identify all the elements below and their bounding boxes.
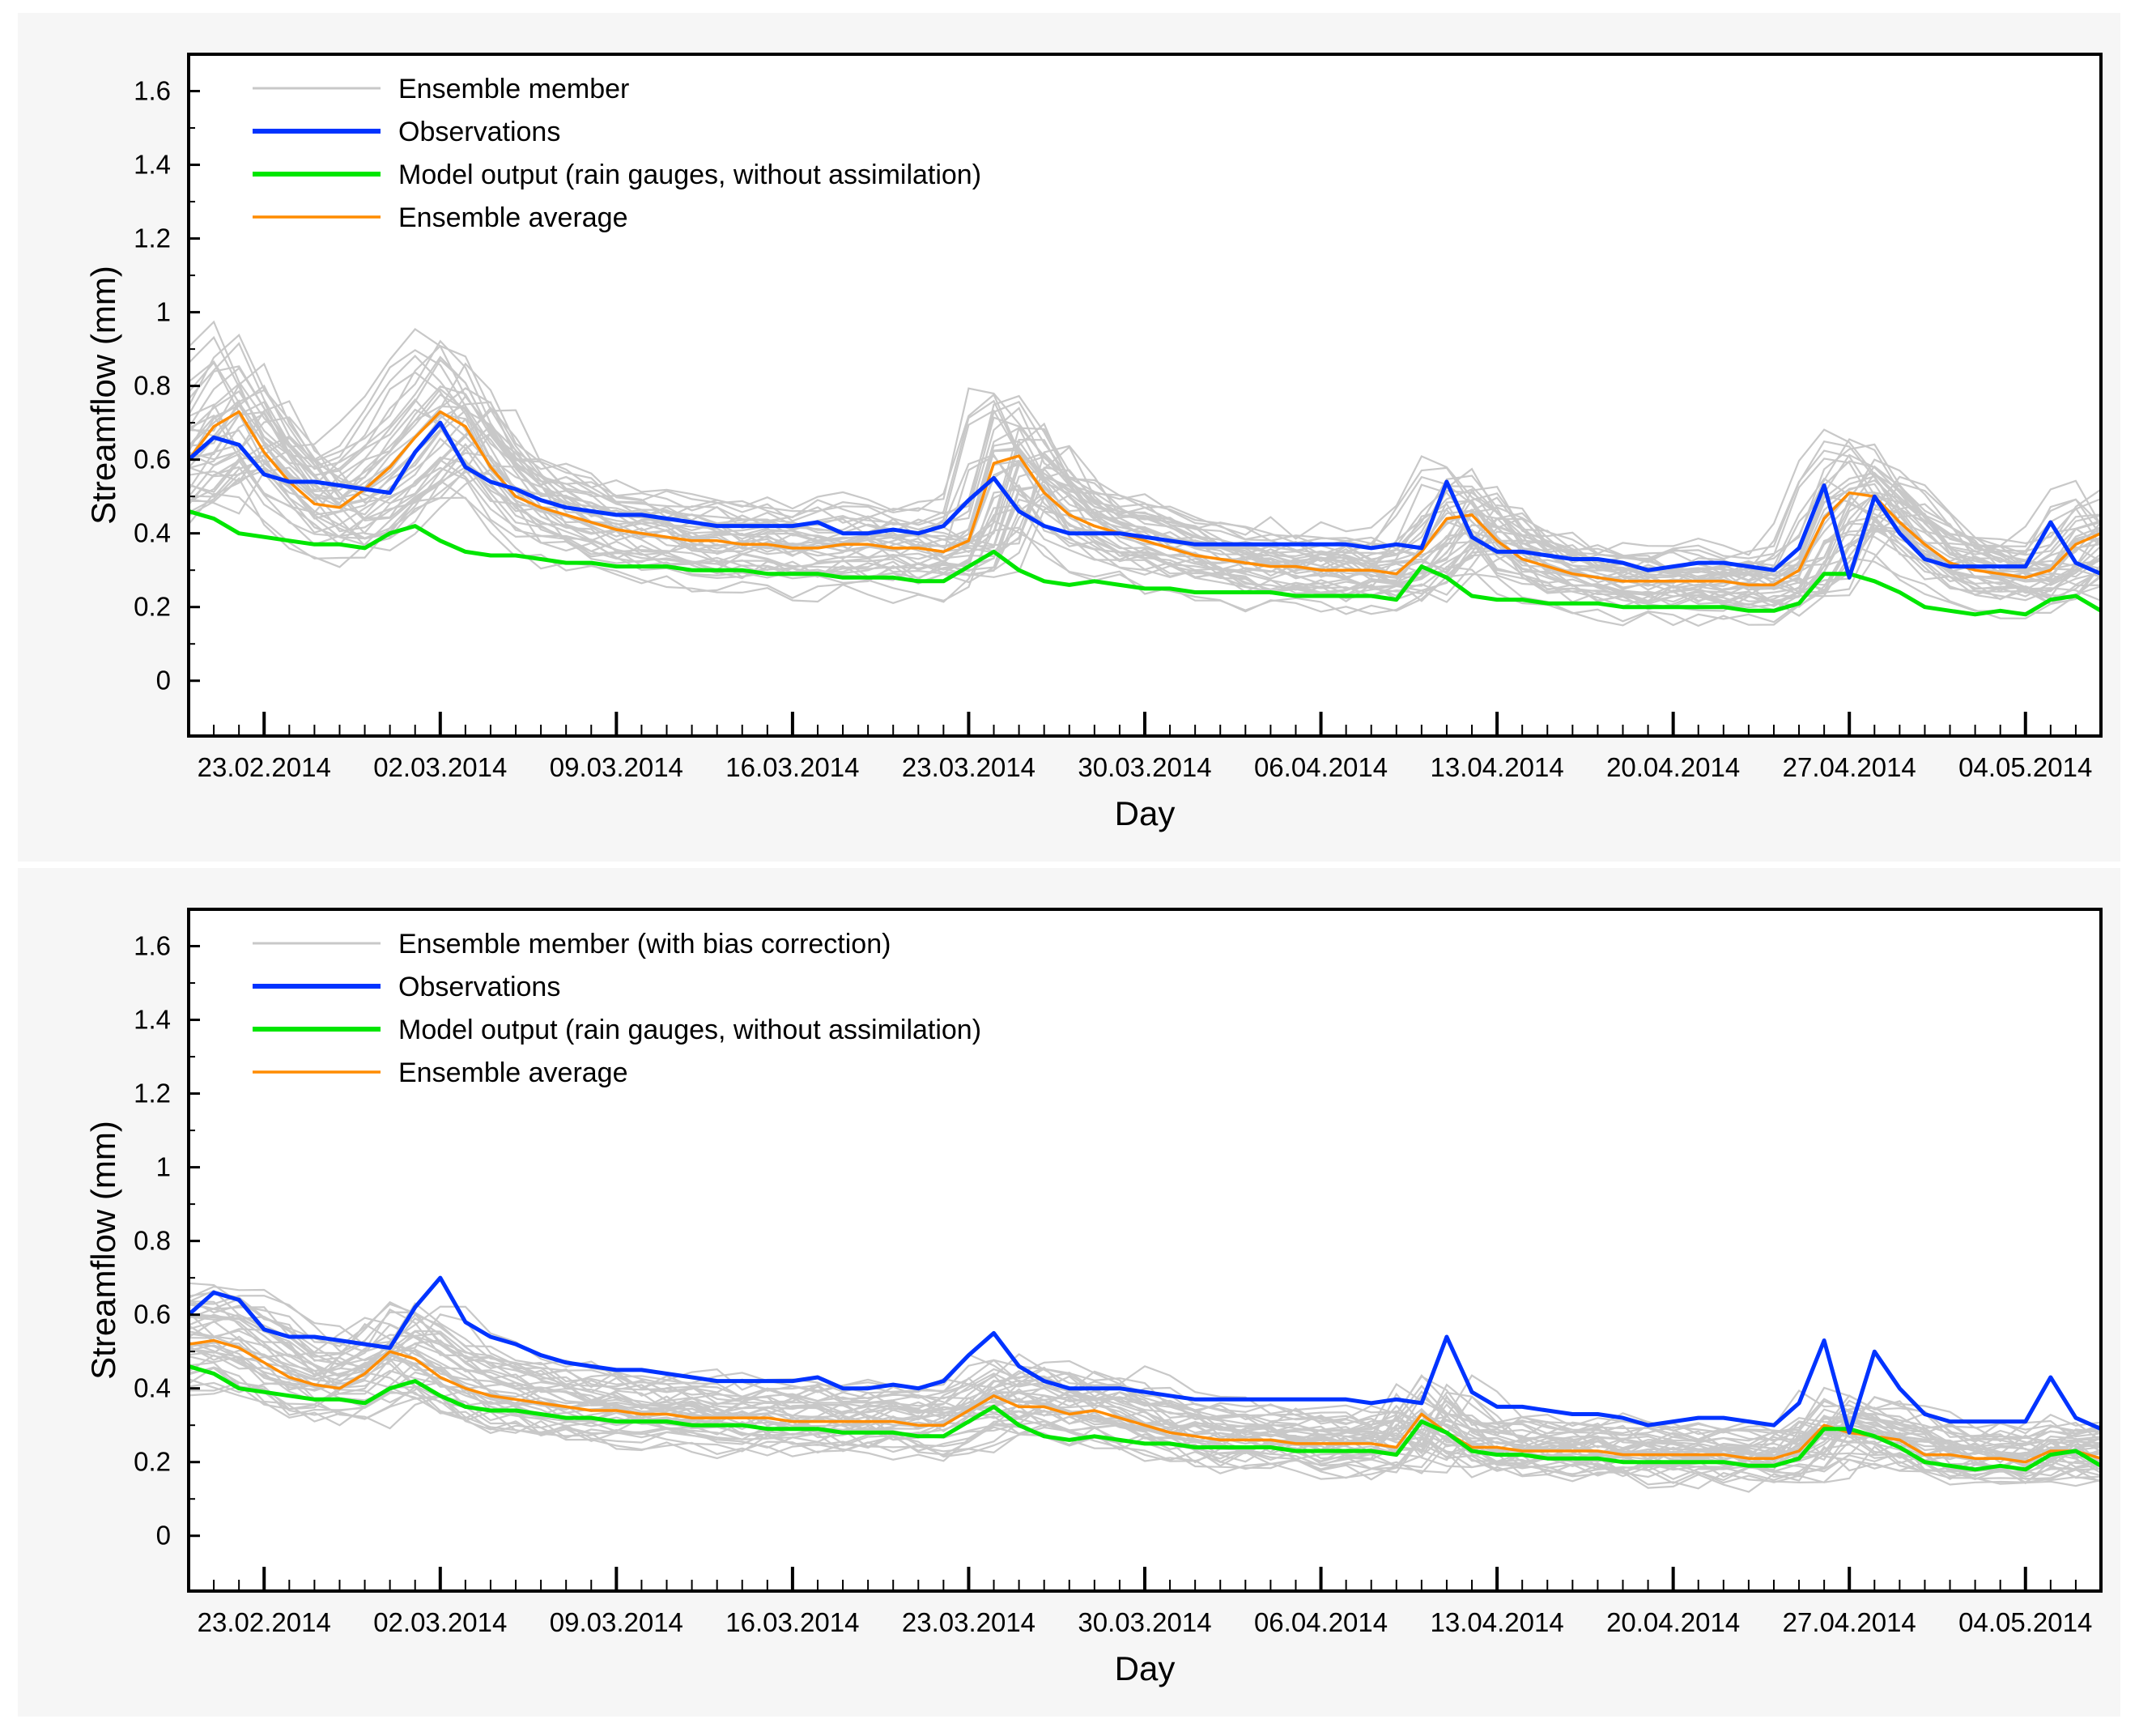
- x-axis-title: Day: [1115, 794, 1176, 832]
- x-tick-label: 16.03.2014: [725, 1607, 859, 1637]
- legend-label-average: Ensemble average: [398, 202, 628, 233]
- bottom-chart-panel: 0 0.2 0.4 0.6 0.8 1 1.2 1.4 1.6 23.02.2014 02.03.2…: [18, 868, 2120, 1717]
- plot-area: [189, 909, 2101, 1591]
- ensemble-member-line: [189, 1289, 2101, 1447]
- x-tick-label: 30.03.2014: [1078, 752, 1211, 782]
- y-tick-label: 1.4: [134, 150, 171, 180]
- top-chart-panel: 0 0.2 0.4 0.6 0.8 1 1.2 1.4 1.6 23.02.2014 02.03.2…: [18, 13, 2120, 862]
- x-tick-label: 23.03.2014: [902, 1607, 1035, 1637]
- x-axis-title: Day: [1115, 1649, 1176, 1687]
- bottom-chart: 0 0.2 0.4 0.6 0.8 1 1.2 1.4 1.6 23.02.2014 02.03.2…: [84, 908, 2103, 1687]
- legend: Ensemble member Observations Model output …: [253, 74, 981, 233]
- y-tick-label: 1.6: [134, 76, 171, 106]
- ensemble-member-line: [189, 1381, 2101, 1480]
- legend-label-observations: Observations: [398, 117, 560, 147]
- ensemble-member-line: [189, 412, 2101, 593]
- x-tick-label: 09.03.2014: [550, 752, 683, 782]
- y-tick-label: 0.2: [134, 592, 171, 622]
- average-line: [189, 410, 2101, 587]
- ensemble-member-line: [189, 437, 2101, 607]
- y-tick-label: 1: [156, 297, 171, 327]
- x-tick-label: 06.04.2014: [1254, 1607, 1388, 1637]
- legend-label-model: Model output (rain gauges, without assim…: [398, 1015, 981, 1045]
- x-tick-label: 04.05.2014: [1958, 752, 2092, 782]
- y-axis-title: Streamflow (mm): [84, 1121, 122, 1380]
- plot-area: [189, 54, 2101, 736]
- y-tick-label: 0.4: [134, 518, 171, 548]
- y-tick-label: 0: [156, 666, 171, 696]
- observations-line: [189, 420, 2101, 580]
- ensemble-member-line: [189, 355, 2101, 577]
- ensemble-member-line: [189, 384, 2101, 579]
- x-tick-label: 27.04.2014: [1783, 752, 1916, 782]
- x-tick-label: 23.03.2014: [902, 752, 1035, 782]
- ensemble-member-line: [189, 385, 2101, 573]
- legend: Ensemble member (with bias correction) Ob…: [253, 929, 981, 1088]
- legend-label-member: Ensemble member (with bias correction): [398, 929, 891, 959]
- x-tick-label: 13.04.2014: [1431, 752, 1564, 782]
- y-tick-label: 1.2: [134, 1079, 171, 1108]
- y-tick-label: 1: [156, 1152, 171, 1182]
- ensemble-member-line: [189, 1345, 2101, 1479]
- y-tick-label: 0.2: [134, 1447, 171, 1477]
- y-axis-title: Streamflow (mm): [84, 266, 122, 525]
- y-tick-label: 0.8: [134, 1226, 171, 1256]
- x-tick-label: 06.04.2014: [1254, 752, 1388, 782]
- y-tick-label: 0.6: [134, 1300, 171, 1330]
- average-line: [189, 1338, 2101, 1464]
- x-tick-label: 23.02.2014: [198, 1607, 331, 1637]
- ensemble-member-line: [189, 477, 2101, 627]
- x-tick-label: 23.02.2014: [198, 752, 331, 782]
- ensemble-member-line: [189, 394, 2101, 595]
- ensemble-member-line: [189, 460, 2101, 608]
- x-tick-label: 30.03.2014: [1078, 1607, 1211, 1637]
- top-chart: 0 0.2 0.4 0.6 0.8 1 1.2 1.4 1.6 23.02.2014 02.03.2…: [84, 53, 2103, 832]
- ensemble-member-line: [189, 333, 2101, 560]
- y-tick-label: 1.6: [134, 931, 171, 961]
- y-tick-label: 0: [156, 1521, 171, 1551]
- y-tick-label: 0.6: [134, 445, 171, 474]
- plot-lines: [189, 1275, 2101, 1493]
- y-tick-label: 0.4: [134, 1373, 171, 1403]
- x-tick-label: 02.03.2014: [373, 752, 507, 782]
- x-tick-label: 02.03.2014: [373, 1607, 507, 1637]
- y-tick-label: 1.2: [134, 223, 171, 253]
- x-tick-label: 04.05.2014: [1958, 1607, 2092, 1637]
- legend-label-model: Model output (rain gauges, without assim…: [398, 160, 981, 190]
- ensemble-member-line: [189, 355, 2101, 572]
- ensemble-member-line: [189, 401, 2101, 593]
- legend-label-observations: Observations: [398, 972, 560, 1002]
- observations-line: [189, 1275, 2101, 1435]
- x-tick-label: 27.04.2014: [1783, 1607, 1916, 1637]
- x-tick-label: 13.04.2014: [1431, 1607, 1564, 1637]
- legend-label-member: Ensemble member: [398, 74, 629, 104]
- y-tick-label: 0.8: [134, 371, 171, 401]
- model-line: [189, 1364, 2101, 1472]
- x-tick-label: 20.04.2014: [1606, 752, 1740, 782]
- x-tick-label: 09.03.2014: [550, 1607, 683, 1637]
- legend-label-average: Ensemble average: [398, 1057, 628, 1088]
- y-tick-label: 1.4: [134, 1005, 171, 1035]
- ensemble-member-line: [189, 1385, 2101, 1490]
- plot-lines: [189, 320, 2101, 628]
- ensemble-member-line: [189, 1299, 2101, 1445]
- x-tick-label: 20.04.2014: [1606, 1607, 1740, 1637]
- model-line: [189, 509, 2101, 617]
- x-tick-label: 16.03.2014: [725, 752, 859, 782]
